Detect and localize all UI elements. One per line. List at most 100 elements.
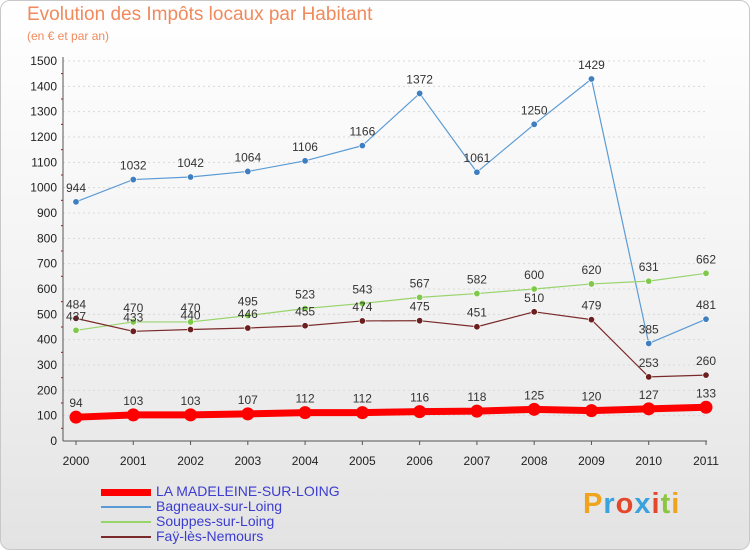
data-label-bagneaux-sur-loing-2007: 1061: [464, 151, 491, 165]
point-bagneaux-sur-loing-2000: [72, 198, 80, 206]
data-label-souppes-sur-loing-2000: 437: [66, 309, 86, 323]
legend-label-la-madeleine-sur-loing: LA MADELEINE-SUR-LOING: [156, 483, 340, 499]
data-label-fa-l-s-nemours-2009: 479: [581, 299, 601, 313]
point-fa-l-s-nemours-2004: [301, 322, 309, 330]
point-bagneaux-sur-loing-2006: [416, 89, 424, 97]
point-bagneaux-sur-loing-2009: [587, 75, 595, 83]
logo-letter: i: [671, 488, 681, 520]
point-fa-l-s-nemours-2005: [358, 317, 366, 325]
data-label-souppes-sur-loing-2003: 495: [238, 295, 258, 309]
y-tick-label-900: 900: [37, 206, 57, 220]
axes: 0 100 200 300 400 500 600 700 800 900 1000 1100 1200…: [30, 54, 719, 468]
point-souppes-sur-loing-2007: [473, 290, 481, 298]
x-tick-label-2008: 2008: [521, 454, 548, 468]
data-label-souppes-sur-loing-2009: 620: [581, 263, 601, 277]
data-label-bagneaux-sur-loing-2002: 1042: [177, 156, 204, 170]
data-label-la-madeleine-sur-loing-2003: 107: [238, 393, 258, 407]
point-souppes-sur-loing-2002: [187, 318, 195, 326]
logo-letter: t: [660, 488, 672, 520]
data-label-la-madeleine-sur-loing-2007: 118: [467, 390, 486, 404]
point-fa-l-s-nemours-2009: [587, 316, 595, 324]
y-tick-label-1100: 1100: [31, 155, 57, 169]
x-tick-label-2000: 2000: [63, 454, 90, 468]
point-la-madeleine-sur-loing-2002: [184, 408, 198, 422]
point-souppes-sur-loing-2010: [645, 277, 653, 285]
series-line-la-madeleine-sur-loing: [72, 403, 710, 421]
y-tick-label-500: 500: [37, 307, 57, 321]
point-fa-l-s-nemours-2011: [702, 371, 710, 379]
point-bagneaux-sur-loing-2005: [358, 142, 366, 150]
point-la-madeleine-sur-loing-2009: [584, 404, 598, 418]
data-label-souppes-sur-loing-2006: 567: [410, 276, 430, 290]
data-label-souppes-sur-loing-2007: 582: [467, 273, 487, 287]
data-label-bagneaux-sur-loing-2009: 1429: [578, 58, 605, 72]
data-label-la-madeleine-sur-loing-2001: 103: [123, 394, 143, 408]
y-tick-label-1400: 1400: [30, 79, 57, 93]
series-line-bagneaux-sur-loing: [75, 78, 707, 345]
point-souppes-sur-loing-2005: [358, 299, 366, 307]
data-label-la-madeleine-sur-loing-2010: 127: [639, 388, 659, 402]
point-fa-l-s-nemours-2010: [645, 373, 653, 381]
point-souppes-sur-loing-2004: [301, 305, 309, 313]
data-label-fa-l-s-nemours-2003: 446: [238, 307, 258, 321]
point-fa-l-s-nemours-2000: [72, 314, 80, 322]
data-label-souppes-sur-loing-2005: 543: [352, 282, 372, 296]
point-souppes-sur-loing-2006: [416, 293, 424, 301]
x-tick-label-2003: 2003: [234, 454, 261, 468]
data-label-bagneaux-sur-loing-2008: 1250: [521, 103, 548, 117]
data-labels: 944 1032 1042 1064 1106 1166 1372 1061 1250 1429 3…: [66, 58, 716, 410]
point-bagneaux-sur-loing-2004: [301, 157, 309, 165]
legend-swatch-bagneaux-sur-loing: [101, 506, 151, 508]
x-tick-label-2010: 2010: [635, 454, 662, 468]
point-souppes-sur-loing-2009: [587, 280, 595, 288]
x-tick-label-2011: 2011: [693, 454, 719, 468]
point-souppes-sur-loing-2000: [72, 326, 80, 334]
series-line-souppes-sur-loing: [75, 272, 707, 331]
point-bagneaux-sur-loing-2010: [645, 339, 653, 347]
data-label-la-madeleine-sur-loing-2005: 112: [353, 392, 372, 406]
grid-lines: [63, 60, 707, 442]
data-label-bagneaux-sur-loing-2001: 1032: [120, 159, 147, 173]
x-tick-label-2007: 2007: [464, 454, 491, 468]
point-la-madeleine-sur-loing-2007: [470, 404, 484, 418]
point-fa-l-s-nemours-2002: [187, 326, 195, 334]
y-tick-label-1200: 1200: [30, 130, 57, 144]
x-tick-label-2002: 2002: [177, 454, 204, 468]
x-tick-label-2004: 2004: [292, 454, 319, 468]
data-label-fa-l-s-nemours-2002: 440: [181, 309, 201, 323]
point-la-madeleine-sur-loing-2000: [69, 410, 83, 424]
legend-label-bagneaux-sur-loing: Bagneaux-sur-Loing: [156, 498, 283, 514]
point-la-madeleine-sur-loing-2010: [642, 402, 656, 416]
data-label-bagneaux-sur-loing-2000: 944: [66, 181, 86, 195]
y-tick-label-1500: 1500: [30, 54, 57, 68]
point-la-madeleine-sur-loing-2011: [699, 400, 713, 414]
data-label-souppes-sur-loing-2001: 470: [123, 301, 143, 315]
point-bagneaux-sur-loing-2011: [702, 315, 710, 323]
data-label-fa-l-s-nemours-2010: 253: [639, 356, 659, 370]
chart-subtitle: (en € et par an): [27, 29, 110, 43]
point-fa-l-s-nemours-2008: [530, 308, 538, 316]
point-souppes-sur-loing-2011: [702, 269, 710, 277]
y-tick-label-600: 600: [37, 282, 57, 296]
y-tick-label-400: 400: [37, 333, 57, 347]
point-bagneaux-sur-loing-2003: [244, 167, 252, 175]
logo-letter: P: [583, 488, 604, 520]
data-label-fa-l-s-nemours-2006: 475: [410, 300, 430, 314]
logo-letter: r: [603, 488, 616, 520]
data-label-bagneaux-sur-loing-2004: 1106: [292, 140, 318, 154]
data-label-la-madeleine-sur-loing-2011: 133: [696, 386, 716, 400]
y-tick-label-200: 200: [37, 383, 57, 397]
point-souppes-sur-loing-2008: [530, 285, 538, 293]
proxiti-logo: Proxiti: [583, 488, 680, 521]
data-label-la-madeleine-sur-loing-2006: 116: [410, 391, 429, 405]
legend-label-souppes-sur-loing: Souppes-sur-Loing: [156, 513, 275, 529]
y-tick-label-1300: 1300: [30, 105, 57, 119]
logo-letter: o: [615, 488, 635, 520]
point-la-madeleine-sur-loing-2006: [413, 405, 427, 419]
y-tick-label-100: 100: [37, 409, 57, 423]
data-label-souppes-sur-loing-2004: 523: [295, 288, 315, 302]
data-label-souppes-sur-loing-2002: 470: [181, 301, 201, 315]
point-bagneaux-sur-loing-2002: [187, 173, 195, 181]
data-label-souppes-sur-loing-2011: 662: [696, 252, 716, 266]
point-bagneaux-sur-loing-2008: [530, 120, 538, 128]
